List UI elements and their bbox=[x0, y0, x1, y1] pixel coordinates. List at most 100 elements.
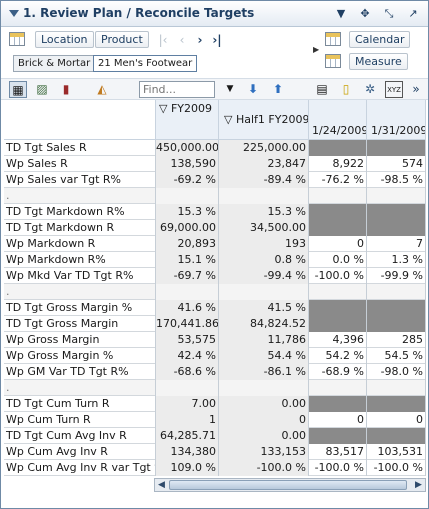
area-chart-icon[interactable]: ◭ bbox=[97, 82, 107, 96]
layout-icon[interactable]: ▤ bbox=[316, 82, 328, 96]
last-page-icon[interactable]: ›| bbox=[212, 33, 222, 47]
table-cell[interactable]: -99.4 % bbox=[219, 268, 309, 284]
highlight-icon[interactable]: ▯ bbox=[342, 82, 350, 96]
table-cell[interactable]: 7 bbox=[367, 236, 426, 252]
grid-view-icon[interactable]: ▦ bbox=[9, 81, 27, 98]
find-down-icon[interactable]: ⬇ bbox=[247, 82, 259, 96]
chart-icon[interactable]: ▨ bbox=[36, 82, 48, 96]
next-icon[interactable]: › bbox=[197, 33, 203, 47]
table-cell[interactable] bbox=[367, 380, 426, 396]
table-cell[interactable]: 15.1 % bbox=[156, 252, 219, 268]
previous-icon[interactable]: ‹ bbox=[179, 33, 185, 47]
table-cell[interactable]: 0.8 % bbox=[219, 252, 309, 268]
first-page-icon[interactable]: |‹ bbox=[158, 33, 168, 47]
scrollbar-thumb[interactable] bbox=[169, 480, 407, 490]
maximize-icon[interactable]: ↗ bbox=[408, 7, 418, 20]
move-icon[interactable]: ✥ bbox=[360, 7, 370, 20]
dropdown-icon[interactable]: ▼ bbox=[336, 7, 346, 20]
table-cell[interactable]: -76.2 % bbox=[309, 172, 367, 188]
resize-icon[interactable]: ⤡ bbox=[384, 7, 394, 20]
header-half1[interactable]: ▽ Half1 FY2009 bbox=[219, 100, 309, 140]
table-cell[interactable]: 1.3 % bbox=[367, 252, 426, 268]
table-cell[interactable]: 34,500.00 bbox=[219, 220, 309, 236]
table-cell[interactable]: 0 bbox=[367, 412, 426, 428]
table-cell[interactable]: 170,441.86 bbox=[156, 316, 219, 332]
table-cell[interactable]: 450,000.00 bbox=[156, 140, 219, 156]
table-cell[interactable] bbox=[219, 284, 309, 300]
table-cell[interactable]: 138,590 bbox=[156, 156, 219, 172]
table-cell[interactable]: 54.5 % bbox=[367, 348, 426, 364]
table-cell[interactable]: 285 bbox=[367, 332, 426, 348]
table-cell[interactable]: 134,380 bbox=[156, 444, 219, 460]
table-cell[interactable]: 0.00 bbox=[219, 396, 309, 412]
table-cell[interactable]: -68.6 % bbox=[156, 364, 219, 380]
table-cell[interactable]: 15.3 % bbox=[156, 204, 219, 220]
table-cell[interactable]: 23,847 bbox=[219, 156, 309, 172]
table-cell[interactable]: -100.0 % bbox=[309, 268, 367, 284]
table-cell[interactable]: 20,893 bbox=[156, 236, 219, 252]
xyz-icon[interactable]: XYZ bbox=[385, 81, 403, 98]
table-cell[interactable]: 8,922 bbox=[309, 156, 367, 172]
table-cell[interactable]: 0 bbox=[309, 412, 367, 428]
expand-icon[interactable]: ▽ bbox=[159, 102, 168, 115]
table-cell[interactable] bbox=[309, 188, 367, 204]
table-cell[interactable]: 41.5 % bbox=[219, 300, 309, 316]
table-cell[interactable] bbox=[156, 284, 219, 300]
table-cell[interactable]: 7.00 bbox=[156, 396, 219, 412]
table-cell[interactable]: -100.0 % bbox=[219, 460, 309, 476]
table-cell[interactable] bbox=[367, 188, 426, 204]
find-up-icon[interactable]: ⬆ bbox=[272, 82, 284, 96]
table-cell[interactable] bbox=[309, 284, 367, 300]
table-cell[interactable]: 84,824.52 bbox=[219, 316, 309, 332]
table-cell[interactable]: -68.9 % bbox=[309, 364, 367, 380]
table-cell[interactable]: -100.0 % bbox=[309, 460, 367, 476]
panel-expand-icon[interactable]: ▶ bbox=[313, 45, 320, 54]
table-cell[interactable] bbox=[219, 380, 309, 396]
table-cell[interactable]: 0 bbox=[309, 236, 367, 252]
table-cell[interactable] bbox=[156, 380, 219, 396]
collapse-triangle-icon[interactable] bbox=[9, 10, 19, 17]
horizontal-scrollbar[interactable]: ◀ ▶ bbox=[154, 478, 426, 492]
scroll-left-icon[interactable]: ◀ bbox=[158, 480, 165, 490]
expand-icon[interactable]: ▽ bbox=[224, 113, 233, 126]
table-cell[interactable] bbox=[219, 188, 309, 204]
header-week-0131[interactable]: 1/31/2009 bbox=[367, 100, 426, 140]
table-cell[interactable]: 54.4 % bbox=[219, 348, 309, 364]
split-icon[interactable]: ✲ bbox=[364, 82, 376, 96]
table-cell[interactable]: 109.0 % bbox=[156, 460, 219, 476]
table-cell[interactable]: 64,285.71 bbox=[156, 428, 219, 444]
header-week-0124[interactable]: 1/24/2009 bbox=[309, 100, 367, 140]
table-cell[interactable]: -100.0 % bbox=[367, 460, 426, 476]
table-cell[interactable]: 1 bbox=[156, 412, 219, 428]
table-cell[interactable] bbox=[367, 284, 426, 300]
table-cell[interactable]: -99.9 % bbox=[367, 268, 426, 284]
chip-mens-footwear[interactable]: 21 Men's Footwear bbox=[93, 55, 198, 72]
table-cell[interactable] bbox=[309, 380, 367, 396]
table-cell[interactable]: 0.00 bbox=[219, 428, 309, 444]
table-cell[interactable]: 42.4 % bbox=[156, 348, 219, 364]
table-cell[interactable]: 4,396 bbox=[309, 332, 367, 348]
chip-brick-mortar[interactable]: Brick & Mortar bbox=[13, 55, 96, 72]
table-cell[interactable]: -89.4 % bbox=[219, 172, 309, 188]
table-cell[interactable]: 69,000.00 bbox=[156, 220, 219, 236]
header-fy2009[interactable]: ▽ FY2009 bbox=[156, 100, 219, 140]
table-cell[interactable]: -98.5 % bbox=[367, 172, 426, 188]
table-cell[interactable]: 133,153 bbox=[219, 444, 309, 460]
table-cell[interactable]: 83,517 bbox=[309, 444, 367, 460]
table-cell[interactable]: 225,000.00 bbox=[219, 140, 309, 156]
table-cell[interactable]: 11,786 bbox=[219, 332, 309, 348]
table-cell[interactable]: 574 bbox=[367, 156, 426, 172]
table-cell[interactable]: 103,531 bbox=[367, 444, 426, 460]
find-input[interactable] bbox=[139, 81, 215, 98]
find-dropdown-icon[interactable]: ▼ bbox=[226, 84, 234, 94]
table-cell[interactable]: 0 bbox=[219, 412, 309, 428]
table-cell[interactable]: -69.2 % bbox=[156, 172, 219, 188]
calendar-button[interactable]: Calendar bbox=[349, 31, 411, 48]
product-button[interactable]: Product bbox=[95, 31, 149, 48]
table-cell[interactable]: -98.0 % bbox=[367, 364, 426, 380]
measure-button[interactable]: Measure bbox=[349, 53, 408, 70]
table-cell[interactable]: 41.6 % bbox=[156, 300, 219, 316]
location-button[interactable]: Location bbox=[35, 31, 94, 48]
table-cell[interactable] bbox=[156, 188, 219, 204]
table-cell[interactable]: 53,575 bbox=[156, 332, 219, 348]
